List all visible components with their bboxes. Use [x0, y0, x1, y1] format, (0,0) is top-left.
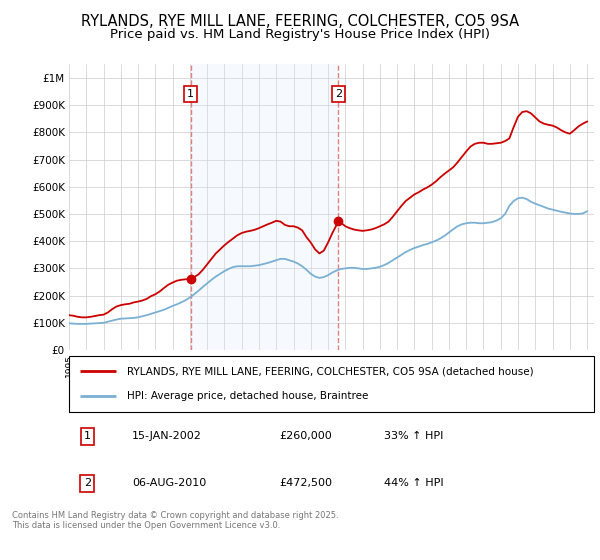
- Text: Price paid vs. HM Land Registry's House Price Index (HPI): Price paid vs. HM Land Registry's House …: [110, 28, 490, 41]
- Text: Contains HM Land Registry data © Crown copyright and database right 2025.
This d: Contains HM Land Registry data © Crown c…: [12, 511, 338, 530]
- Text: 33% ↑ HPI: 33% ↑ HPI: [384, 431, 443, 441]
- Text: 15-JAN-2002: 15-JAN-2002: [132, 431, 202, 441]
- Text: £472,500: £472,500: [279, 478, 332, 488]
- Text: £260,000: £260,000: [279, 431, 332, 441]
- Text: 44% ↑ HPI: 44% ↑ HPI: [384, 478, 443, 488]
- Text: 2: 2: [84, 478, 91, 488]
- Text: 1: 1: [84, 431, 91, 441]
- Bar: [191, 64, 338, 350]
- Text: 2: 2: [335, 89, 342, 99]
- FancyBboxPatch shape: [69, 356, 594, 412]
- Text: 06-AUG-2010: 06-AUG-2010: [132, 478, 206, 488]
- Text: 1: 1: [187, 89, 194, 99]
- Text: HPI: Average price, detached house, Braintree: HPI: Average price, detached house, Brai…: [127, 391, 368, 401]
- Text: RYLANDS, RYE MILL LANE, FEERING, COLCHESTER, CO5 9SA: RYLANDS, RYE MILL LANE, FEERING, COLCHES…: [81, 14, 519, 29]
- Text: RYLANDS, RYE MILL LANE, FEERING, COLCHESTER, CO5 9SA (detached house): RYLANDS, RYE MILL LANE, FEERING, COLCHES…: [127, 366, 533, 376]
